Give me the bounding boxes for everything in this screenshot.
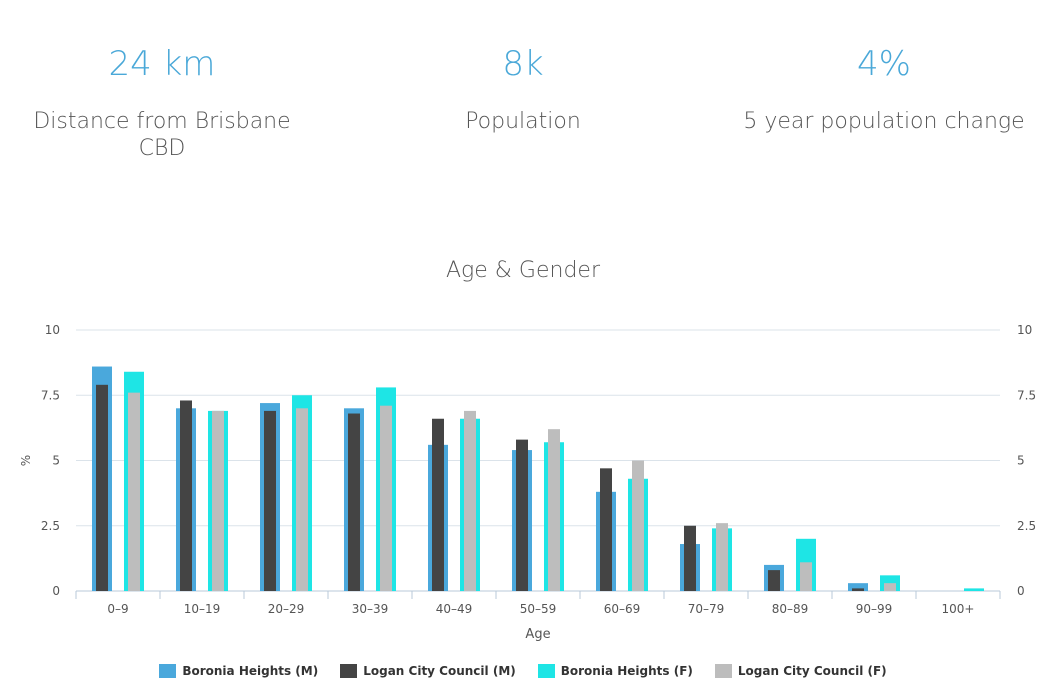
- bar-logan-f: [128, 392, 140, 591]
- bar-logan-m: [684, 525, 696, 591]
- legend-swatch: [159, 664, 177, 678]
- y-tick-right: 7.5: [1017, 388, 1036, 402]
- legend-label: Logan City Council (F): [737, 664, 887, 678]
- x-tick-label: 50–59: [520, 602, 557, 616]
- bar-logan-f: [212, 410, 224, 591]
- bar-logan-f: [296, 408, 308, 591]
- bar-boronia-m: [848, 583, 868, 591]
- stat-change: 4% 5 year population change: [734, 40, 1034, 135]
- bar-logan-f: [380, 405, 392, 591]
- bar-boronia-f: [964, 588, 984, 591]
- x-tick-label: 80–89: [772, 602, 809, 616]
- y-tick-right: 2.5: [1017, 519, 1036, 533]
- x-axis-label: Age: [525, 627, 550, 642]
- bar-logan-m: [264, 410, 276, 591]
- bar-logan-m: [180, 400, 192, 591]
- x-tick-label: 40–49: [436, 602, 473, 616]
- stat-change-value: 4%: [857, 44, 911, 84]
- legend-label: Boronia Heights (M): [182, 664, 319, 678]
- chart-title: Age & Gender: [446, 258, 600, 283]
- bar-logan-m: [516, 439, 528, 591]
- y-axis-label: %: [19, 455, 33, 466]
- bar-logan-m: [96, 384, 108, 591]
- legend-label: Boronia Heights (F): [560, 664, 693, 678]
- legend-swatch: [537, 664, 555, 678]
- y-tick-right: 10: [1017, 323, 1032, 337]
- legend-item[interactable]: Logan City Council (M): [340, 664, 516, 678]
- x-tick-label: 30–39: [352, 602, 389, 616]
- y-tick-left: 10: [45, 323, 60, 337]
- x-tick-label: 0–9: [107, 602, 128, 616]
- bar-logan-f: [464, 410, 476, 591]
- y-tick-left: 0: [52, 584, 60, 598]
- y-tick-left: 2.5: [41, 519, 60, 533]
- y-tick-right: 0: [1017, 584, 1025, 598]
- y-tick-left: 7.5: [41, 388, 60, 402]
- x-tick-label: 70–79: [688, 602, 725, 616]
- y-tick-right: 5: [1017, 454, 1025, 468]
- x-tick-label: 90–99: [856, 602, 893, 616]
- bar-logan-m: [348, 413, 360, 591]
- bar-logan-f: [800, 562, 812, 591]
- stat-population-value: 8k: [502, 44, 544, 84]
- bar-logan-f: [884, 583, 896, 591]
- stat-population-label: Population: [465, 109, 581, 134]
- legend-swatch: [340, 664, 358, 678]
- stat-distance-value: 24 km: [108, 44, 216, 84]
- age-gender-chart: 0 0 2.5 2.5 5 5 7.5 7.5 10 10% 0–9 10–19 20–29 30–39 4…: [19, 323, 1036, 642]
- x-tick-label: 60–69: [604, 602, 641, 616]
- bar-logan-f: [632, 460, 644, 591]
- chart-legend: Boronia Heights (M) Logan City Council (M…: [0, 664, 1046, 678]
- legend-item[interactable]: Boronia Heights (M): [159, 664, 318, 678]
- x-tick-label: 20–29: [268, 602, 305, 616]
- y-tick-left: 5: [52, 454, 60, 468]
- bar-logan-f: [716, 523, 728, 591]
- x-tick-label: 10–19: [184, 602, 221, 616]
- stat-distance: 24 km Distance from Brisbane CBD: [12, 40, 312, 162]
- legend-item[interactable]: Boronia Heights (F): [537, 664, 693, 678]
- stat-change-label: 5 year population change: [743, 109, 1025, 134]
- stat-population: 8k Population: [373, 40, 673, 135]
- bar-logan-m: [768, 570, 780, 591]
- bar-logan-m: [852, 588, 864, 591]
- bar-logan-m: [432, 418, 444, 591]
- legend-label: Logan City Council (M): [363, 664, 516, 678]
- stat-distance-label: Distance from Brisbane CBD: [33, 109, 291, 161]
- bar-logan-f: [548, 429, 560, 591]
- legend-item[interactable]: Logan City Council (F): [714, 664, 887, 678]
- bar-logan-m: [600, 468, 612, 591]
- legend-swatch: [714, 664, 732, 678]
- x-tick-label: 100+: [942, 602, 975, 616]
